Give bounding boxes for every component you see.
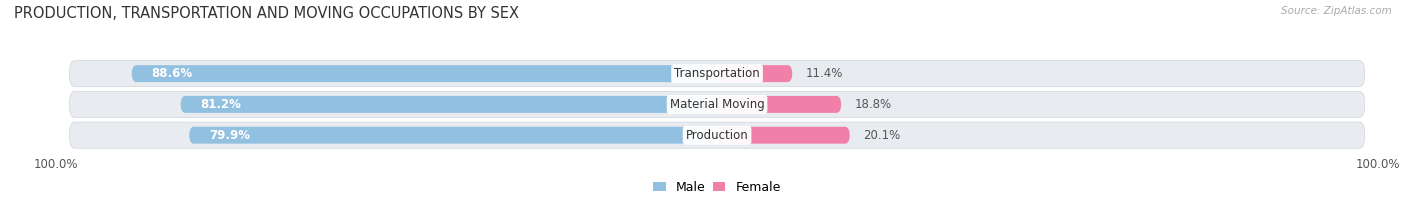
- FancyBboxPatch shape: [132, 65, 717, 82]
- FancyBboxPatch shape: [717, 127, 849, 144]
- FancyBboxPatch shape: [69, 60, 1365, 87]
- Legend: Male, Female: Male, Female: [648, 176, 786, 197]
- FancyBboxPatch shape: [69, 91, 1365, 117]
- Text: 81.2%: 81.2%: [200, 98, 242, 111]
- Text: 20.1%: 20.1%: [863, 129, 900, 142]
- Text: 79.9%: 79.9%: [209, 129, 250, 142]
- Text: 11.4%: 11.4%: [806, 67, 844, 80]
- Text: Material Moving: Material Moving: [669, 98, 765, 111]
- FancyBboxPatch shape: [69, 122, 1365, 148]
- FancyBboxPatch shape: [717, 65, 793, 82]
- FancyBboxPatch shape: [188, 127, 717, 144]
- FancyBboxPatch shape: [180, 96, 717, 113]
- Text: Source: ZipAtlas.com: Source: ZipAtlas.com: [1281, 6, 1392, 16]
- Text: Transportation: Transportation: [675, 67, 759, 80]
- Text: 88.6%: 88.6%: [152, 67, 193, 80]
- FancyBboxPatch shape: [717, 96, 841, 113]
- Text: PRODUCTION, TRANSPORTATION AND MOVING OCCUPATIONS BY SEX: PRODUCTION, TRANSPORTATION AND MOVING OC…: [14, 6, 519, 21]
- Text: Production: Production: [686, 129, 748, 142]
- Text: 18.8%: 18.8%: [855, 98, 891, 111]
